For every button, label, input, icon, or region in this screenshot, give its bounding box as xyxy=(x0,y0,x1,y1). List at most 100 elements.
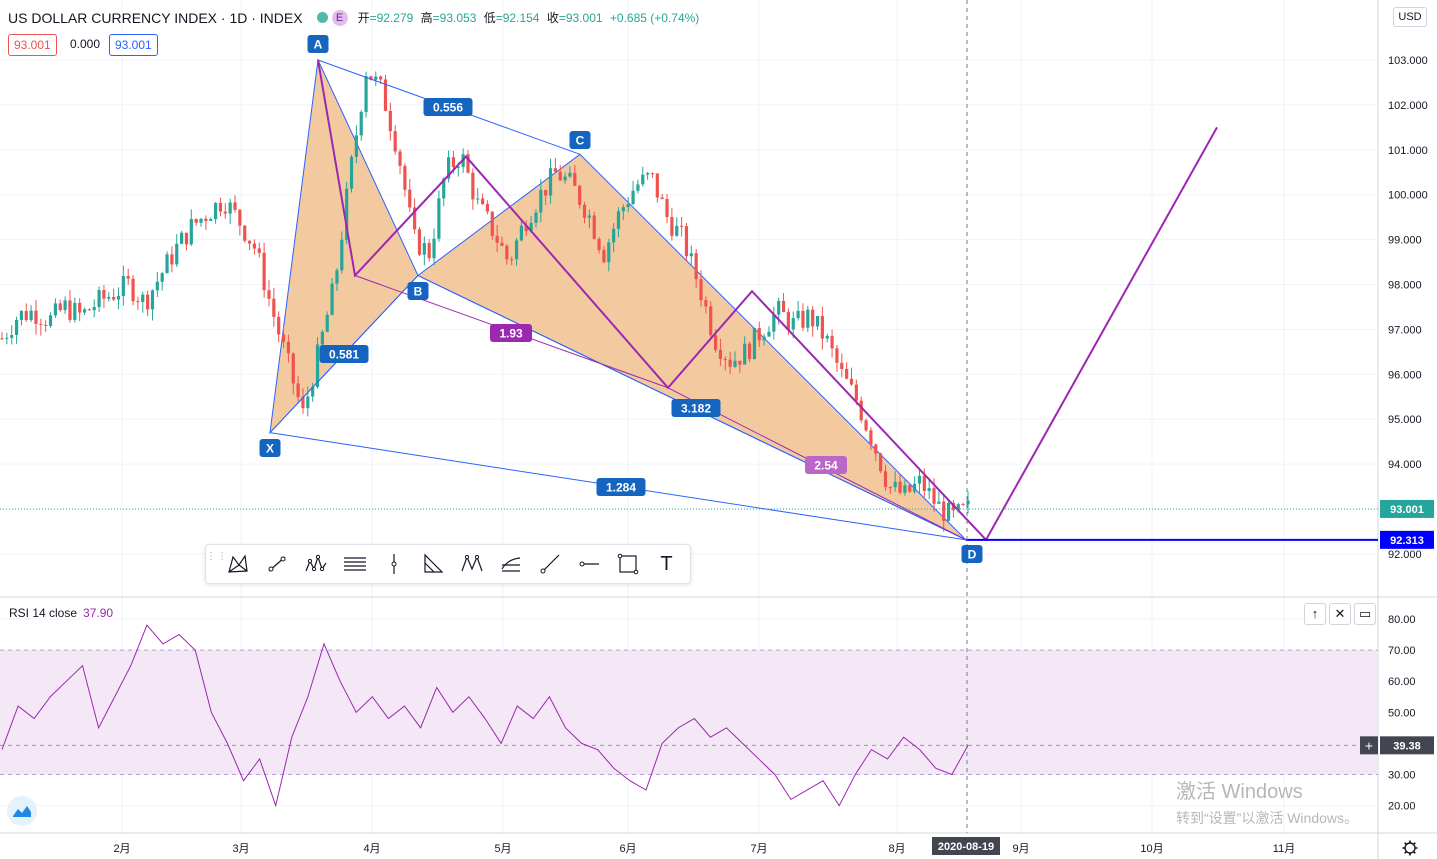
watermark-line1: 激活 Windows xyxy=(1176,781,1303,803)
candle xyxy=(539,189,543,213)
candle xyxy=(340,239,344,271)
ohlc-values: 开=92.279 高=93.053 低=92.154 收=93.001 +0.6… xyxy=(358,9,704,26)
pane-move-up-button[interactable]: ↑ xyxy=(1304,603,1326,625)
candle xyxy=(796,310,800,319)
candle xyxy=(612,228,616,243)
candle xyxy=(277,316,281,335)
parallel-channel-tool[interactable] xyxy=(335,545,374,583)
candle xyxy=(864,420,868,431)
tradingview-logo-icon[interactable] xyxy=(7,796,37,826)
point-label-b: B xyxy=(414,285,423,299)
fib-retracement-icon xyxy=(500,557,520,572)
candle xyxy=(466,154,470,173)
last-price-tag: 93.001 xyxy=(1390,504,1424,516)
drag-handle-icon[interactable]: ⋮⋮ xyxy=(206,551,228,562)
rectangle-tool[interactable] xyxy=(608,545,647,583)
spread-value: 0.000 xyxy=(66,34,105,54)
rsi-tick: 20.00 xyxy=(1388,801,1416,813)
bid-price[interactable]: 93.001 xyxy=(8,34,57,56)
trend-line-icon xyxy=(268,556,285,572)
candle xyxy=(379,76,383,80)
candle xyxy=(733,360,737,367)
candle xyxy=(529,222,533,232)
text-tool[interactable]: T xyxy=(647,545,686,583)
currency-button[interactable]: USD xyxy=(1393,7,1427,27)
candle xyxy=(689,253,693,257)
fib-retracement-tool[interactable] xyxy=(491,545,530,583)
candle xyxy=(471,172,475,200)
candle xyxy=(291,353,295,384)
candle xyxy=(286,341,291,354)
candle xyxy=(616,211,621,229)
candle xyxy=(485,204,490,212)
candle xyxy=(218,203,223,212)
candle xyxy=(835,348,839,363)
candle xyxy=(626,204,630,208)
candle xyxy=(82,309,87,313)
price-tick: 96.000 xyxy=(1388,369,1422,381)
time-tick: 9月 xyxy=(1012,843,1029,855)
pane-close-button[interactable]: ✕ xyxy=(1329,603,1351,625)
candle xyxy=(335,270,339,284)
level-price-tag-bg xyxy=(1380,530,1434,549)
candle xyxy=(146,294,150,310)
elliott-wave-tool[interactable] xyxy=(296,545,335,583)
candle xyxy=(752,328,757,360)
candle xyxy=(228,202,232,214)
pattern-labels[interactable]: X A B C D 0.581 0.556 1.284 3.182 1.93 2.54 xyxy=(259,35,983,563)
candle xyxy=(578,185,582,205)
candle xyxy=(175,243,179,265)
ratio-label-ac-box xyxy=(423,98,473,116)
ratio-label-ac: 0.556 xyxy=(433,101,463,115)
candle xyxy=(932,488,936,504)
rsi-overbought-band xyxy=(0,650,1378,775)
candle xyxy=(670,217,674,236)
candle xyxy=(199,218,203,223)
candle xyxy=(252,243,257,249)
candle xyxy=(155,281,159,291)
candle xyxy=(510,259,514,261)
candle xyxy=(68,300,72,320)
head-shoulders-icon xyxy=(460,554,483,572)
candle xyxy=(116,295,121,300)
earnings-badge[interactable]: E xyxy=(331,9,348,26)
add-alert-button-bg xyxy=(1360,736,1378,755)
candle xyxy=(121,275,125,296)
rsi-series xyxy=(1,624,969,808)
candle xyxy=(160,273,164,282)
point-label-c: C xyxy=(576,134,585,148)
candle xyxy=(311,386,315,397)
point-label-d-box xyxy=(961,545,983,563)
rsi-title: RSI 14 close xyxy=(9,606,78,620)
last-price-tag-bg xyxy=(1380,499,1434,518)
low-value: =92.154 xyxy=(495,11,540,25)
ask-price[interactable]: 93.001 xyxy=(109,34,158,56)
horizontal-ray-tool[interactable] xyxy=(569,545,608,583)
abcd-pattern-tool[interactable] xyxy=(413,545,452,583)
trend-line-tool[interactable] xyxy=(257,545,296,583)
vertical-line-tool[interactable] xyxy=(374,545,413,583)
candle xyxy=(893,481,897,488)
candle xyxy=(548,168,553,196)
xabcd-pattern-tool[interactable] xyxy=(218,545,257,583)
visibility-icon[interactable] xyxy=(316,12,328,23)
price-tick: 92.000 xyxy=(1388,549,1422,561)
candle xyxy=(315,344,320,387)
candle xyxy=(738,360,742,365)
windows-activation-watermark: 激活 Windows 转到“设置”以激活 Windows。 xyxy=(1176,775,1358,828)
pane-maximize-button[interactable]: ▭ xyxy=(1354,603,1376,625)
candle xyxy=(709,306,713,336)
candle xyxy=(0,338,4,340)
candle xyxy=(126,275,130,279)
candle xyxy=(621,207,625,212)
rsi-tick: 30.00 xyxy=(1388,770,1416,782)
ray-tool[interactable] xyxy=(530,545,569,583)
symbol-title[interactable]: US DOLLAR CURRENCY INDEX · 1D · INDEX xyxy=(8,9,303,26)
xabcd-pattern-icon xyxy=(227,554,248,573)
drawing-toolbar[interactable]: ⋮⋮ T xyxy=(205,544,691,584)
head-shoulders-tool[interactable] xyxy=(452,545,491,583)
candle xyxy=(743,343,747,365)
candle xyxy=(607,242,611,263)
point-label-x: X xyxy=(266,442,274,456)
